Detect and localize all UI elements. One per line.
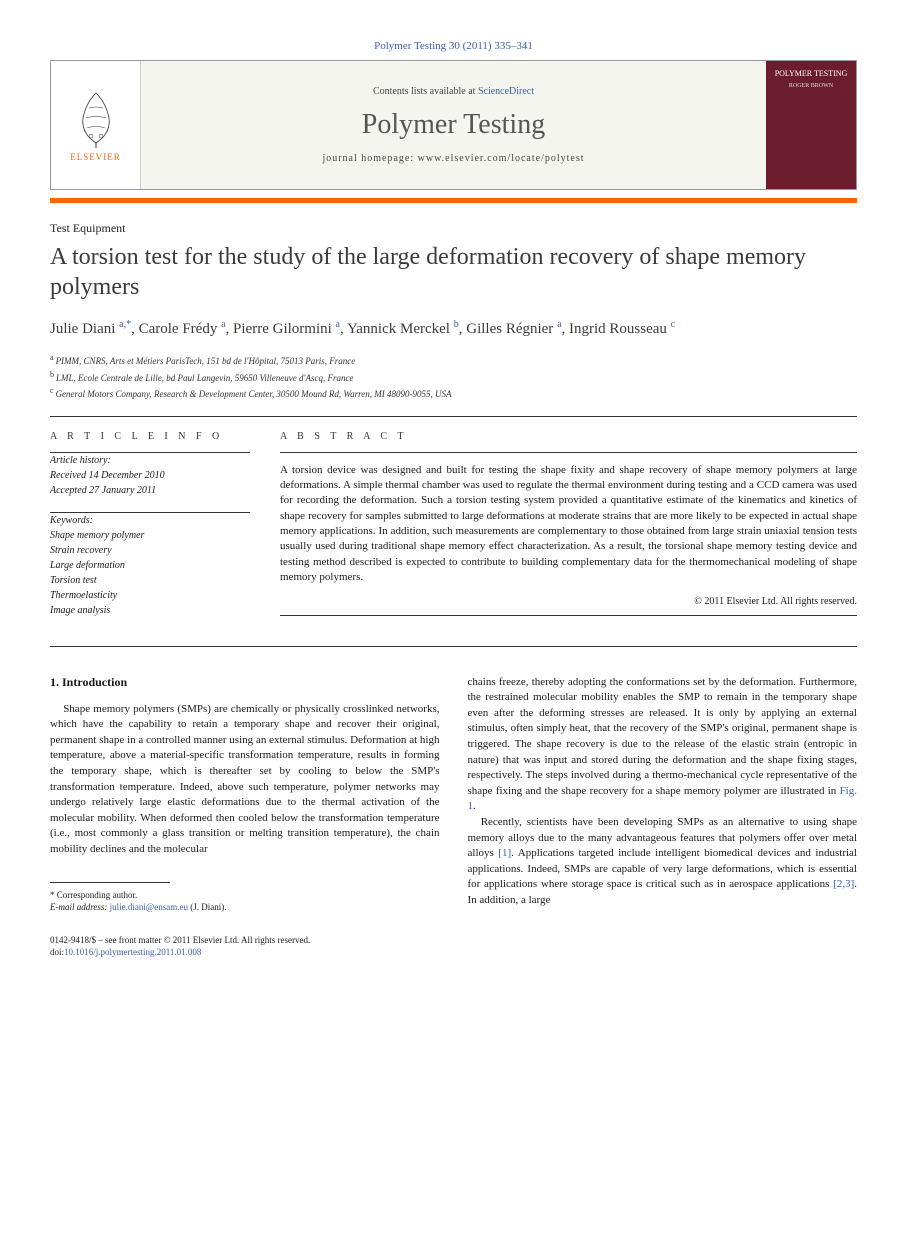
cover-title: POLYMER TESTING: [775, 69, 848, 79]
page-footer: 0142-9418/$ – see front matter © 2011 El…: [50, 934, 857, 959]
email-link[interactable]: julie.diani@ensam.eu: [110, 902, 188, 912]
paragraph: Recently, scientists have been developin…: [468, 815, 858, 909]
homepage-url[interactable]: www.elsevier.com/locate/polytest: [418, 153, 585, 164]
received-date: Received 14 December 2010: [50, 470, 165, 481]
para-text: . Applications targeted include intellig…: [468, 847, 858, 890]
contents-available: Contents lists available at ScienceDirec…: [373, 86, 534, 97]
corr-label: * Corresponding author.: [50, 889, 440, 902]
keywords-block: Keywords: Shape memory polymerStrain rec…: [50, 513, 250, 618]
abstract-column: A B S T R A C T A torsion device was des…: [280, 431, 857, 632]
keywords-list: Shape memory polymerStrain recoveryLarge…: [50, 528, 250, 618]
divider: [280, 615, 857, 616]
doi-line: doi:10.1016/j.polymertesting.2011.01.008: [50, 946, 857, 959]
journal-name: Polymer Testing: [362, 109, 545, 141]
affiliation: b LML, Ecole Centrale de Lille, bd Paul …: [50, 369, 857, 386]
corr-email-line: E-mail address: julie.diani@ensam.eu (J.…: [50, 901, 440, 914]
keyword: Shape memory polymer: [50, 528, 250, 543]
info-abstract-row: A R T I C L E I N F O Article history: R…: [50, 417, 857, 646]
paragraph: Shape memory polymers (SMPs) are chemica…: [50, 702, 440, 858]
corresponding-author-footnote: * Corresponding author. E-mail address: …: [50, 889, 440, 914]
publisher-name: ELSEVIER: [70, 152, 121, 162]
article-section-label: Test Equipment: [50, 221, 857, 236]
author-affil-mark: a: [221, 319, 225, 330]
para-text: .: [473, 800, 476, 812]
affiliation-list: a PIMM, CNRS, Arts et Métiers ParisTech,…: [50, 352, 857, 402]
author-affil-mark: a,*: [119, 319, 131, 330]
author: Carole Frédy a: [139, 321, 226, 337]
paragraph: chains freeze, thereby adopting the conf…: [468, 675, 858, 815]
doi-prefix: doi:: [50, 947, 64, 957]
keyword: Torsion test: [50, 573, 250, 588]
keyword: Strain recovery: [50, 543, 250, 558]
abstract-heading: A B S T R A C T: [280, 431, 857, 442]
homepage-prefix: journal homepage:: [322, 153, 417, 164]
publisher-logo: ELSEVIER: [51, 61, 141, 189]
author-affil-mark: a: [336, 319, 340, 330]
divider: [280, 452, 857, 453]
sciencedirect-link[interactable]: ScienceDirect: [478, 86, 534, 97]
citation-line: Polymer Testing 30 (2011) 335–341: [50, 40, 857, 52]
author: Yannick Merckel b: [347, 321, 459, 337]
para-text: chains freeze, thereby adopting the conf…: [468, 676, 858, 797]
article-history: Article history: Received 14 December 20…: [50, 453, 250, 498]
author-affil-mark: b: [454, 319, 459, 330]
accepted-date: Accepted 27 January 2011: [50, 485, 156, 496]
author-affil-mark: c: [671, 319, 675, 330]
abstract-text: A torsion device was designed and built …: [280, 463, 857, 586]
section-heading-intro: 1. Introduction: [50, 675, 440, 690]
journal-homepage: journal homepage: www.elsevier.com/locat…: [322, 153, 584, 164]
accent-bar: [50, 198, 857, 203]
author-affil-mark: a: [557, 319, 561, 330]
column-right: chains freeze, thereby adopting the conf…: [468, 675, 858, 914]
contents-prefix: Contents lists available at: [373, 86, 478, 97]
author: Ingrid Rousseau c: [569, 321, 675, 337]
citation-ref[interactable]: [1]: [498, 847, 511, 859]
body-text-columns: 1. Introduction Shape memory polymers (S…: [50, 675, 857, 914]
cover-editor: ROGER BROWN: [789, 83, 833, 89]
author: Julie Diani a,*: [50, 321, 131, 337]
footnote-divider: [50, 882, 170, 883]
divider: [50, 646, 857, 647]
author: Pierre Gilormini a: [233, 321, 340, 337]
journal-cover-thumbnail: POLYMER TESTING ROGER BROWN: [766, 61, 856, 189]
email-who: (J. Diani).: [190, 902, 226, 912]
journal-header: ELSEVIER Contents lists available at Sci…: [50, 60, 857, 190]
keyword: Thermoelasticity: [50, 588, 250, 603]
history-label: Article history:: [50, 455, 111, 466]
front-matter-line: 0142-9418/$ – see front matter © 2011 El…: [50, 934, 857, 947]
column-left: 1. Introduction Shape memory polymers (S…: [50, 675, 440, 914]
doi-link[interactable]: 10.1016/j.polymertesting.2011.01.008: [64, 947, 201, 957]
article-info-heading: A R T I C L E I N F O: [50, 431, 250, 442]
citation-ref[interactable]: [2,3]: [833, 878, 854, 890]
article-title: A torsion test for the study of the larg…: [50, 242, 857, 302]
header-center: Contents lists available at ScienceDirec…: [141, 61, 766, 189]
abstract-copyright: © 2011 Elsevier Ltd. All rights reserved…: [280, 596, 857, 607]
email-label: E-mail address:: [50, 902, 107, 912]
author-list: Julie Diani a,*, Carole Frédy a, Pierre …: [50, 318, 857, 340]
elsevier-tree-icon: [71, 88, 121, 148]
article-info-column: A R T I C L E I N F O Article history: R…: [50, 431, 250, 632]
author: Gilles Régnier a: [466, 321, 561, 337]
affiliation: a PIMM, CNRS, Arts et Métiers ParisTech,…: [50, 352, 857, 369]
keywords-label: Keywords:: [50, 515, 93, 526]
page-root: Polymer Testing 30 (2011) 335–341 ELSEVI…: [0, 0, 907, 999]
affiliation: c General Motors Company, Research & Dev…: [50, 385, 857, 402]
keyword: Image analysis: [50, 603, 250, 618]
keyword: Large deformation: [50, 558, 250, 573]
